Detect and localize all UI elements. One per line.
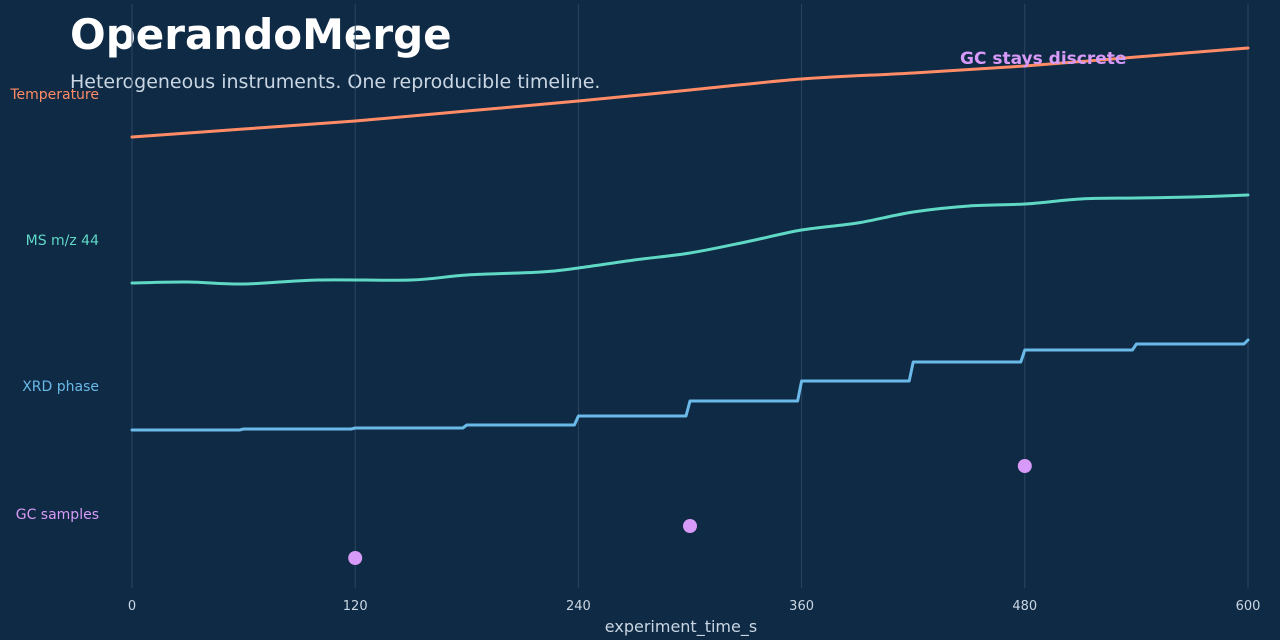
row-label-temperature: Temperature bbox=[9, 87, 99, 103]
x-tick-label-240: 240 bbox=[566, 599, 591, 614]
row-label-gc-samples: GC samples bbox=[16, 507, 99, 523]
page-subtitle: Heterogeneous instruments. One reproduci… bbox=[70, 71, 601, 93]
x-tick-label-480: 480 bbox=[1012, 599, 1037, 614]
x-tick-label-600: 600 bbox=[1236, 599, 1261, 614]
series-line-temperature bbox=[130, 46, 1250, 139]
annotation-gc-discrete: GC stays discrete bbox=[960, 49, 1126, 69]
gc-sample-point-1 bbox=[683, 519, 697, 533]
series-line-ms-m-z-44 bbox=[130, 193, 1250, 286]
gc-sample-point-2 bbox=[1017, 459, 1032, 473]
gc-sample-point-0 bbox=[348, 551, 363, 565]
row-label-xrd-phase: XRD phase bbox=[22, 379, 99, 395]
page-title: OperandoMerge bbox=[70, 10, 452, 59]
series-group bbox=[130, 46, 1250, 565]
x-axis-label: experiment_time_s bbox=[605, 617, 757, 637]
series-line-xrd-phase bbox=[130, 338, 1250, 432]
x-axis-ticks: 0 120 240 360 480 600 bbox=[128, 599, 1261, 614]
row-labels: Temperature MS m/z 44 XRD phase GC samples bbox=[9, 87, 99, 523]
x-tick-label-120: 120 bbox=[343, 599, 368, 614]
x-tick-label-360: 360 bbox=[789, 599, 814, 614]
x-tick-label-0: 0 bbox=[128, 599, 136, 614]
row-label-ms-m-z-44: MS m/z 44 bbox=[26, 233, 99, 249]
gridlines bbox=[131, 4, 1249, 588]
